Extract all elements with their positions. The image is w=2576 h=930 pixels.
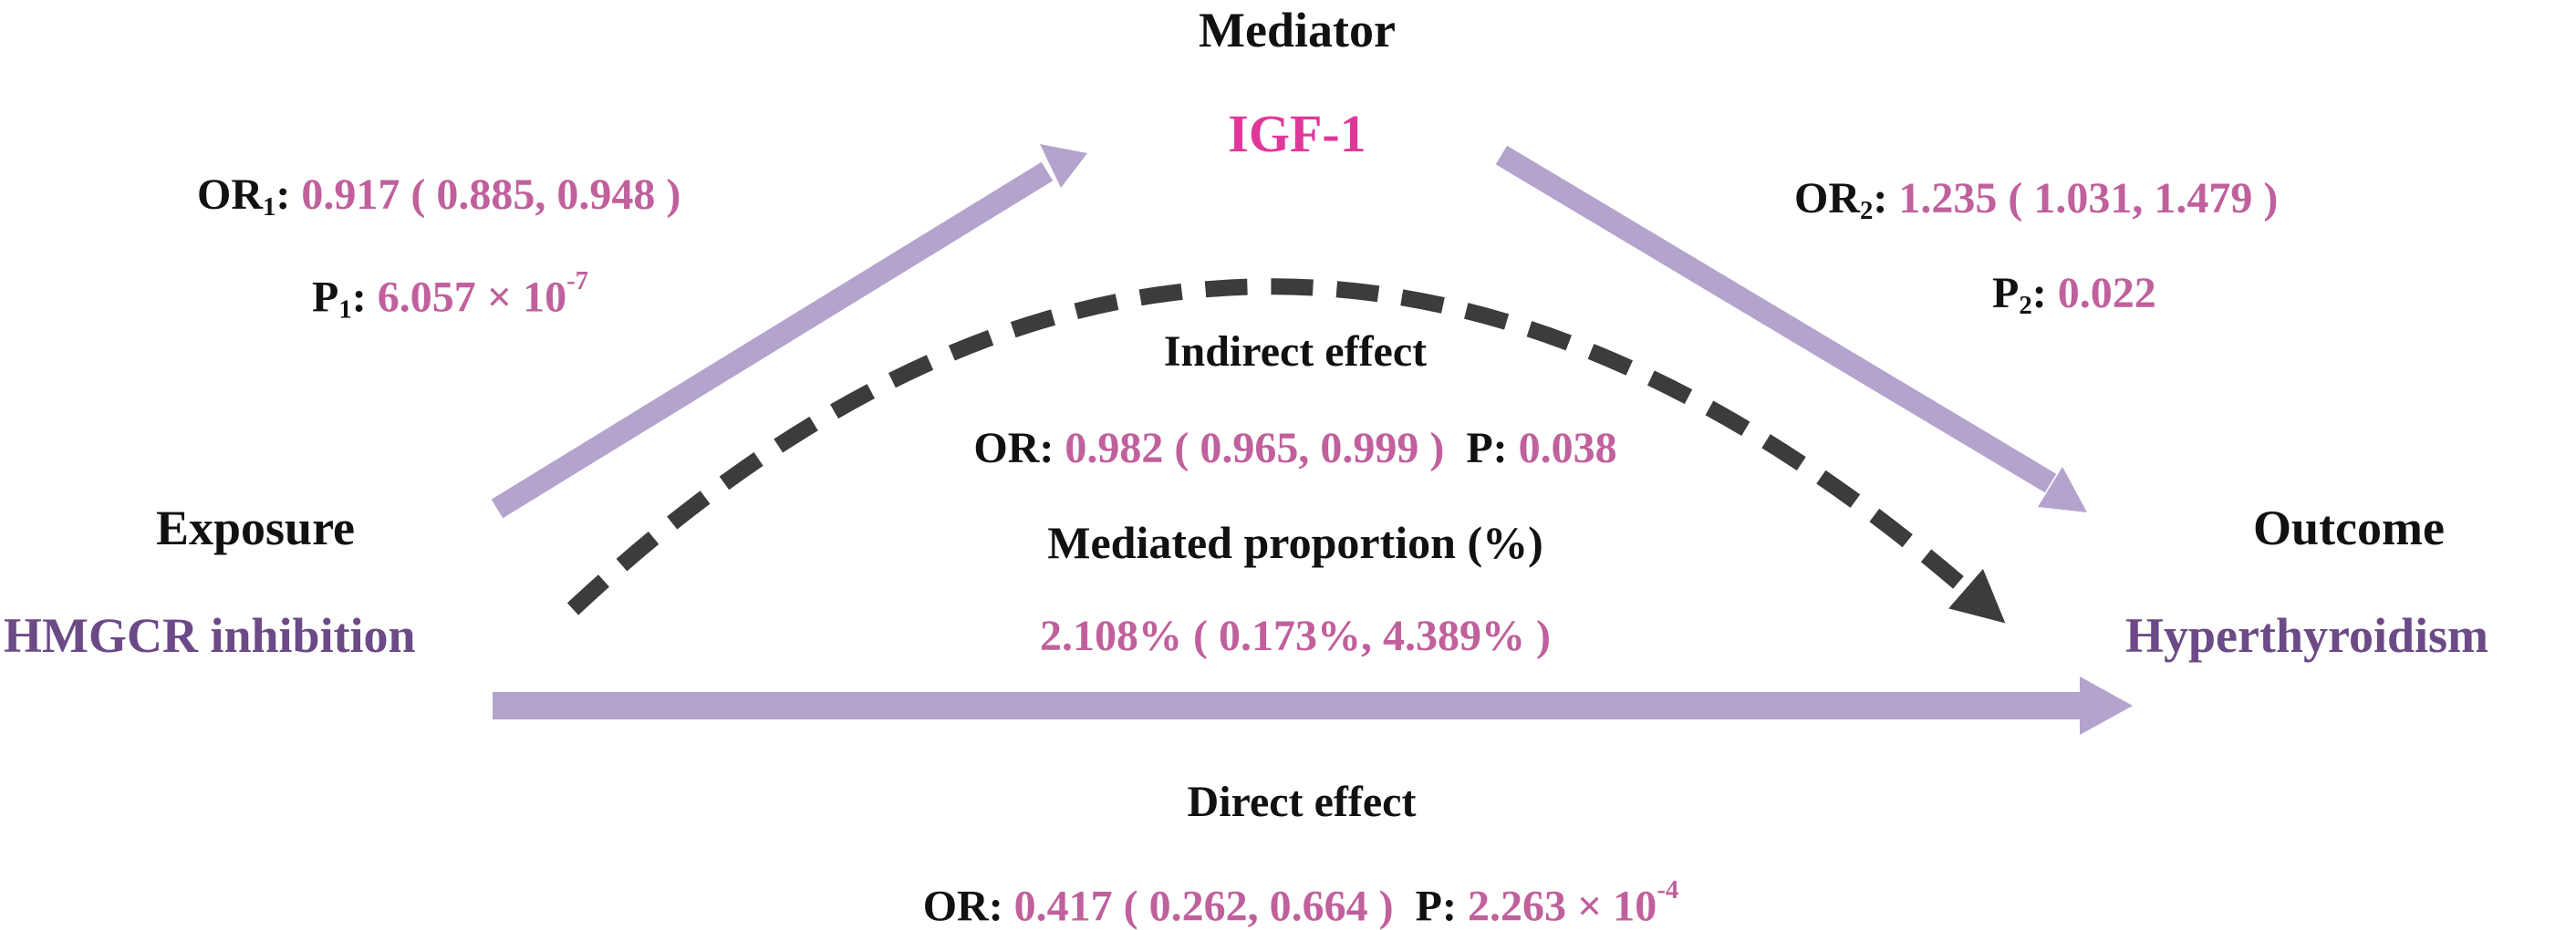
indirect-p-label: P: [1466, 424, 1493, 472]
indirect-p-value: 0.038: [1518, 424, 1617, 472]
path-a-p-label: P: [312, 273, 339, 322]
arrow-mediator-to-outcome: [1495, 145, 2087, 512]
path-a-or-value: 0.917 ( 0.885, 0.948 ): [301, 170, 681, 219]
mediated-proportion-value: 2.108% ( 0.173%, 4.389% ): [1040, 612, 1551, 660]
path-b-p-label: P: [1992, 269, 2020, 317]
outcome-label: Outcome: [2253, 501, 2445, 555]
path-a-or-sub: 1: [263, 192, 276, 222]
path-a-or: OR1: 0.917 ( 0.885, 0.948 ): [197, 170, 681, 222]
arrow-exposure-to-mediator: [491, 144, 1087, 519]
mediated-proportion-title: Mediated proportion (%): [1047, 517, 1543, 568]
indirect-or-label: OR: [973, 424, 1040, 472]
direct-p-exponent: -4: [1657, 875, 1679, 904]
indirect-title: Indirect effect: [1163, 327, 1428, 376]
mediator-name: IGF-1: [1228, 104, 1366, 163]
path-a-p-mantissa: 6.057 × 10: [377, 273, 567, 322]
direct-or-label: OR: [922, 882, 989, 930]
path-b-p-value: 0.022: [2057, 269, 2156, 317]
direct-or-value: 0.417 ( 0.262, 0.664 ): [1013, 882, 1394, 930]
path-a-or-label: OR: [197, 170, 263, 219]
indirect-or-value: 0.982 ( 0.965, 0.999 ): [1065, 424, 1445, 472]
path-b-or-label: OR: [1794, 174, 1860, 222]
path-b-or: OR2: 1.235 ( 1.031, 1.479 ): [1794, 174, 2279, 226]
exposure-name: HMGCR inhibition: [4, 608, 416, 663]
path-b-or-value: 1.235 ( 1.031, 1.479 ): [1898, 174, 2279, 222]
path-b-p: P2: 0.022: [1992, 269, 2156, 321]
exposure-label: Exposure: [155, 501, 356, 555]
path-a-p-exponent: -7: [566, 266, 589, 295]
path-a-p-sub: 1: [338, 294, 352, 325]
direct-p-mantissa: 2.263 × 10: [1467, 882, 1657, 930]
path-b-p-sub: 2: [2019, 291, 2032, 321]
indirect-stats: OR: 0.982 ( 0.965, 0.999 ) P: 0.038: [973, 424, 1617, 472]
mediator-label: Mediator: [1199, 3, 1396, 57]
path-a-p: P1: 6.057 × 10-7: [312, 266, 589, 325]
arrow-direct-effect: [493, 677, 2133, 735]
direct-title: Direct effect: [1187, 778, 1417, 826]
outcome-name: Hyperthyroidism: [2125, 608, 2489, 663]
direct-stats: OR: 0.417 ( 0.262, 0.664 ) P: 2.263 × 10…: [922, 875, 1679, 930]
direct-p-label: P: [1415, 882, 1442, 930]
arrow-indirect-effect: [566, 278, 2006, 624]
path-b-or-sub: 2: [1860, 196, 1874, 226]
